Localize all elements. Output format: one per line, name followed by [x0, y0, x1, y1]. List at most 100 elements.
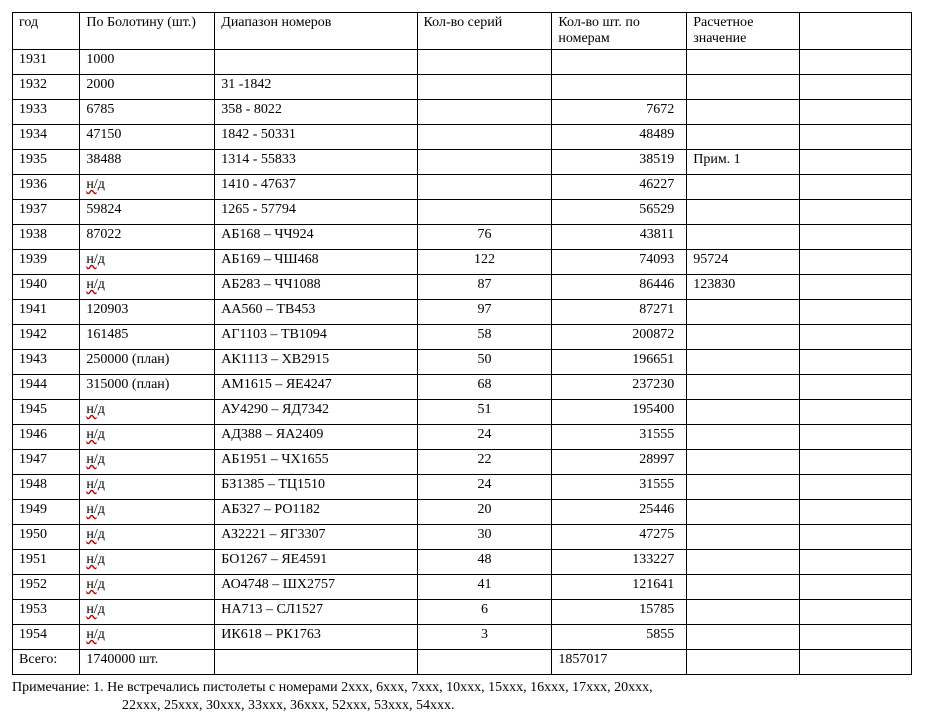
- table-cell: н/д: [80, 575, 215, 600]
- table-cell: [799, 250, 911, 275]
- table-cell: н/д: [80, 250, 215, 275]
- table-cell: 358 - 8022: [215, 100, 417, 125]
- table-cell: 87271: [552, 300, 687, 325]
- table-cell: н/д: [80, 500, 215, 525]
- table-cell: 195400: [552, 400, 687, 425]
- table-cell: 87022: [80, 225, 215, 250]
- table-cell: 6: [417, 600, 552, 625]
- table-cell: [417, 125, 552, 150]
- table-cell: БЗ1385 – ТЦ1510: [215, 475, 417, 500]
- table-row: 1940н/дАБ283 – ЧЧ10888786446123830: [13, 275, 912, 300]
- table-cell: [687, 225, 799, 250]
- table-cell: [552, 50, 687, 75]
- table-cell: 31555: [552, 425, 687, 450]
- table-cell: [799, 350, 911, 375]
- table-cell: [687, 625, 799, 650]
- table-cell: 1953: [13, 600, 80, 625]
- table-cell: 315000 (план): [80, 375, 215, 400]
- table-cell: [687, 350, 799, 375]
- table-cell: 1950: [13, 525, 80, 550]
- table-cell: 6785: [80, 100, 215, 125]
- table-row: 1947н/дАБ1951 – ЧХ16552228997: [13, 450, 912, 475]
- table-cell: АБ327 – РО1182: [215, 500, 417, 525]
- table-row: 1935384881314 - 5583338519Прим. 1: [13, 150, 912, 175]
- table-cell: [687, 500, 799, 525]
- table-cell: 1937: [13, 200, 80, 225]
- table-cell: 3: [417, 625, 552, 650]
- table-cell: 38488: [80, 150, 215, 175]
- table-cell: [799, 75, 911, 100]
- table-cell: 30: [417, 525, 552, 550]
- table-cell: [687, 575, 799, 600]
- table-cell: [799, 575, 911, 600]
- table-cell: [417, 200, 552, 225]
- table-cell: АБ1951 – ЧХ1655: [215, 450, 417, 475]
- table-cell: [799, 50, 911, 75]
- table-cell: 47275: [552, 525, 687, 550]
- table-cell: 25446: [552, 500, 687, 525]
- table-row: 1939н/дАБ169 – ЧШ4681227409395724: [13, 250, 912, 275]
- table-cell: [799, 125, 911, 150]
- table-cell: [215, 50, 417, 75]
- table-cell: 1939: [13, 250, 80, 275]
- table-cell: [799, 625, 911, 650]
- table-cell: 1314 - 55833: [215, 150, 417, 175]
- table-cell: [687, 525, 799, 550]
- table-cell: НА713 – СЛ1527: [215, 600, 417, 625]
- table-cell: 22: [417, 450, 552, 475]
- table-cell: 87: [417, 275, 552, 300]
- table-cell: 24: [417, 475, 552, 500]
- table-cell: [799, 100, 911, 125]
- table-cell: 1949: [13, 500, 80, 525]
- table-cell: БО1267 – ЯЕ4591: [215, 550, 417, 575]
- table-row: 1946н/дАД388 – ЯА24092431555: [13, 425, 912, 450]
- table-cell: 97: [417, 300, 552, 325]
- table-row: 1937598241265 - 5779456529: [13, 200, 912, 225]
- col-header-range: Диапазон номеров: [215, 13, 417, 50]
- table-cell: [799, 225, 911, 250]
- table-cell: [687, 75, 799, 100]
- table-cell: 48489: [552, 125, 687, 150]
- table-cell: [799, 175, 911, 200]
- table-cell: 161485: [80, 325, 215, 350]
- table-cell: 1932: [13, 75, 80, 100]
- table-cell: н/д: [80, 600, 215, 625]
- table-cell: АГ1103 – ТВ1094: [215, 325, 417, 350]
- table-cell: 1940: [13, 275, 80, 300]
- table-cell: 47150: [80, 125, 215, 150]
- table-row: 1951н/дБО1267 – ЯЕ459148133227: [13, 550, 912, 575]
- table-cell: 1931: [13, 50, 80, 75]
- table-cell: 121641: [552, 575, 687, 600]
- table-cell: 56529: [552, 200, 687, 225]
- col-header-bolotin: По Болотину (шт.): [80, 13, 215, 50]
- table-cell: 1951: [13, 550, 80, 575]
- table-cell: 1946: [13, 425, 80, 450]
- table-cell: 68: [417, 375, 552, 400]
- table-cell: АА560 – ТВ453: [215, 300, 417, 325]
- table-cell: 5855: [552, 625, 687, 650]
- table-cell: н/д: [80, 425, 215, 450]
- table-cell: [799, 375, 911, 400]
- table-cell: 1842 - 50331: [215, 125, 417, 150]
- table-cell: [687, 475, 799, 500]
- table-cell: [799, 275, 911, 300]
- table-cell: [799, 650, 911, 675]
- table-cell: 20: [417, 500, 552, 525]
- table-cell: [417, 150, 552, 175]
- table-cell: 86446: [552, 275, 687, 300]
- table-cell: 1941: [13, 300, 80, 325]
- table-cell: [417, 175, 552, 200]
- table-cell: [687, 600, 799, 625]
- table-cell: н/д: [80, 275, 215, 300]
- footnote-label: Примечание: 1.: [12, 680, 107, 695]
- footnote: Примечание: 1. Не встречались пистолеты …: [12, 679, 912, 714]
- table-cell: [799, 450, 911, 475]
- col-header-series: Кол-во серий: [417, 13, 552, 50]
- table-cell: н/д: [80, 550, 215, 575]
- table-row: 1944315000 (план)АМ1615 – ЯЕ424768237230: [13, 375, 912, 400]
- table-cell: 24: [417, 425, 552, 450]
- table-cell: [417, 75, 552, 100]
- table-row: 1949н/дАБ327 – РО11822025446: [13, 500, 912, 525]
- table-cell: АМ1615 – ЯЕ4247: [215, 375, 417, 400]
- table-row: 1942161485АГ1103 – ТВ109458200872: [13, 325, 912, 350]
